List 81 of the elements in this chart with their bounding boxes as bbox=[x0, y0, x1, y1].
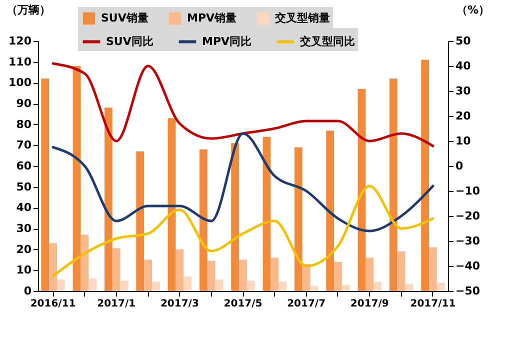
bar bbox=[112, 248, 120, 291]
bar bbox=[246, 280, 255, 291]
x-tick-label: 2017/7 bbox=[287, 298, 326, 310]
y-axis-title: （万辆） bbox=[6, 4, 50, 16]
y2-tick-label: 0 bbox=[456, 160, 464, 172]
legend-label: 交叉型同比 bbox=[299, 34, 355, 48]
bar bbox=[436, 282, 445, 291]
bar bbox=[429, 247, 437, 291]
bar bbox=[310, 286, 318, 291]
bar bbox=[270, 258, 279, 291]
y-tick-label: 90 bbox=[16, 97, 32, 110]
line-series bbox=[52, 62, 434, 148]
legend-label: MPV同比 bbox=[202, 34, 252, 48]
bar bbox=[120, 280, 128, 291]
bar bbox=[144, 260, 152, 291]
x-tick-label: 2017/9 bbox=[350, 298, 389, 310]
bar bbox=[374, 282, 382, 291]
y-tick-label: 100 bbox=[8, 76, 32, 90]
bar bbox=[207, 260, 216, 291]
y-tick-label: 110 bbox=[8, 55, 32, 68]
bar bbox=[41, 78, 50, 291]
bar bbox=[231, 143, 240, 291]
y2-tick-label: 30 bbox=[456, 84, 472, 98]
legend-label: 交叉型销量 bbox=[274, 11, 330, 24]
bar bbox=[72, 66, 81, 291]
bar bbox=[334, 262, 342, 291]
y2-tick-label: −40 bbox=[456, 260, 480, 272]
legend-label: SUV销量 bbox=[101, 11, 148, 24]
y2-tick-label: −10 bbox=[456, 184, 480, 198]
legend-label: MPV销量 bbox=[187, 11, 237, 24]
y-tick-label: 120 bbox=[8, 34, 32, 48]
bar bbox=[152, 282, 160, 291]
y2-tick-label: 10 bbox=[456, 134, 472, 148]
bar bbox=[326, 130, 334, 291]
y-tick-label: 80 bbox=[16, 118, 32, 131]
bar bbox=[80, 234, 89, 291]
x-tick-label: 2017/11 bbox=[410, 298, 456, 310]
y2-axis-title: （%） bbox=[456, 4, 490, 16]
legend-label: SUV同比 bbox=[106, 34, 154, 48]
y2-tick-label: 20 bbox=[456, 110, 472, 122]
y2-tick-label: −50 bbox=[456, 284, 480, 298]
bar bbox=[262, 136, 271, 291]
bar bbox=[358, 88, 366, 291]
bar bbox=[215, 280, 224, 291]
bar bbox=[56, 280, 65, 291]
bar bbox=[405, 284, 414, 291]
x-tick-label: 2017/1 bbox=[97, 298, 136, 310]
bar bbox=[176, 249, 184, 291]
bar bbox=[366, 258, 374, 291]
bar bbox=[168, 118, 176, 291]
bar bbox=[421, 60, 430, 291]
bar bbox=[278, 282, 287, 291]
y-tick-label: 70 bbox=[16, 138, 32, 152]
bar bbox=[136, 151, 144, 291]
bar bbox=[104, 108, 112, 291]
y-tick-label: 30 bbox=[16, 222, 32, 235]
y-tick-label: 40 bbox=[16, 201, 32, 214]
y-tick-label: 10 bbox=[16, 264, 32, 277]
y-tick-label: 60 bbox=[16, 160, 32, 172]
x-tick-label: 2016/11 bbox=[30, 298, 76, 310]
y-tick-label: 20 bbox=[16, 242, 32, 256]
bar bbox=[389, 78, 398, 291]
bar bbox=[342, 284, 350, 291]
x-tick-label: 2017/3 bbox=[160, 298, 199, 310]
bar bbox=[239, 260, 247, 291]
y2-tick-label: 40 bbox=[456, 60, 472, 72]
bar bbox=[49, 243, 57, 291]
y2-tick-label: −20 bbox=[456, 210, 480, 222]
line-series bbox=[52, 184, 434, 278]
bar bbox=[199, 149, 208, 291]
bar bbox=[184, 276, 192, 291]
y2-tick-label: 50 bbox=[456, 34, 472, 48]
bar bbox=[88, 278, 97, 291]
bar bbox=[302, 264, 310, 291]
bar bbox=[294, 147, 302, 291]
bar bbox=[397, 251, 406, 291]
y2-tick-label: −30 bbox=[456, 234, 480, 248]
y-tick-label: 50 bbox=[16, 180, 32, 194]
x-tick-label: 2017/5 bbox=[224, 298, 262, 310]
line-series bbox=[52, 132, 434, 232]
y-tick-label: 0 bbox=[24, 284, 32, 298]
